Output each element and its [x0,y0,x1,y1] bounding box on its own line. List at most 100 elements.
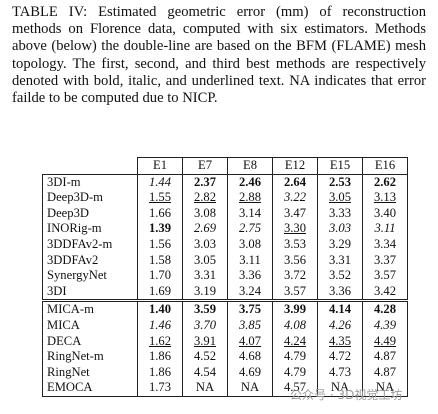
value-text: 3.13 [373,190,397,205]
value-cell: 3.14 [227,205,273,222]
value-cell: 3.53 [272,236,318,253]
column-header: E16 [362,157,408,175]
value-cell: 1.44 [137,174,183,191]
value-text: 1.46 [148,317,172,332]
value-text: 1.58 [148,252,172,267]
value-text: 4.73 [328,364,352,379]
value-cell: NA [362,380,408,397]
value-cell: 3.57 [272,283,318,301]
value-text: 3.85 [238,317,262,332]
value-text: 4.14 [328,302,352,317]
value-text: 3.40 [373,205,397,220]
value-text: 1.66 [148,205,172,220]
column-header: E15 [317,157,363,175]
value-text: 4.72 [328,349,352,364]
value-cell: 1.55 [137,190,183,206]
value-cell: 3.31 [317,252,363,269]
value-cell: 2.53 [317,174,363,191]
value-cell: 3.11 [227,252,273,269]
value-cell: 4.68 [227,349,273,365]
table-row: MICA-m 1.40 3.59 3.75 3.99 4.14 4.28 [42,299,408,318]
value-text: 1.39 [148,221,172,236]
table-row: 3DDFAv2-m 1.56 3.03 3.08 3.53 3.29 3.34 [42,236,408,253]
table-row: 3DI-m 1.44 2.37 2.46 2.64 2.53 2.62 [42,174,408,191]
value-cell: 1.56 [137,236,183,253]
table-row: Deep3D 1.66 3.08 3.14 3.47 3.33 3.40 [42,205,408,222]
value-text: 1.86 [148,349,172,364]
method-cell: SynergyNet [42,268,138,284]
value-text: 3.37 [373,252,397,267]
value-cell: 2.75 [227,221,273,237]
value-cell: 2.64 [272,174,318,191]
value-text: 3.91 [193,333,217,348]
value-text: 3.99 [283,302,307,317]
value-text: 4.79 [283,364,307,379]
value-cell: 4.39 [362,317,408,334]
value-cell: 1.58 [137,252,183,269]
value-cell: 3.08 [227,236,273,253]
method-cell: EMOCA [42,380,138,397]
value-text: 3.03 [193,236,217,251]
value-cell: 3.11 [362,221,408,237]
value-text: 1.86 [148,364,172,379]
value-cell: 3.03 [182,236,228,253]
value-text: 3.75 [238,302,262,317]
value-text: 3.22 [283,190,307,205]
value-text: 4.57 [283,380,307,395]
column-header: E1 [137,157,183,175]
value-cell: 4.87 [362,364,408,381]
value-cell: 1.39 [137,221,183,237]
column-header: E12 [272,157,318,175]
table-row: 3DDFAv2 1.58 3.05 3.11 3.56 3.31 3.37 [42,252,408,269]
value-cell: 3.19 [182,283,228,301]
value-cell: 4.72 [317,349,363,365]
value-text: 3.29 [328,236,352,251]
value-cell: 1.69 [137,283,183,301]
value-cell: 3.34 [362,236,408,253]
value-cell: 4.52 [182,349,228,365]
table-row: Deep3D-m 1.55 2.82 2.88 3.22 3.05 3.13 [42,190,408,206]
method-cell: Deep3D [42,205,138,222]
value-text: 3.72 [283,268,307,283]
value-cell: 1.70 [137,268,183,284]
table-row: RingNet 1.86 4.54 4.69 4.79 4.73 4.87 [42,364,408,381]
value-text: 4.52 [193,349,217,364]
table-row: EMOCA 1.73 NA NA 4.57 NA NA [42,380,408,397]
value-cell: 3.42 [362,283,408,301]
value-cell: 1.86 [137,349,183,365]
value-text: 3.19 [193,283,217,298]
value-cell: 1.66 [137,205,183,222]
method-cell: RingNet [42,364,138,381]
value-text: 3.30 [283,221,307,236]
value-cell: 2.82 [182,190,228,206]
value-text: 3.36 [238,268,262,283]
value-text: 3.56 [283,252,307,267]
method-cell: MICA-m [42,299,138,318]
value-cell: 3.85 [227,317,273,334]
value-cell: 3.70 [182,317,228,334]
value-text: 1.55 [148,190,172,205]
value-cell: 3.52 [317,268,363,284]
value-cell: 3.37 [362,252,408,269]
value-cell: 3.47 [272,205,318,222]
value-text: 1.56 [148,236,172,251]
value-cell: 4.35 [317,333,363,350]
value-cell: 1.46 [137,317,183,334]
value-text: NA [240,380,260,395]
value-cell: 3.36 [227,268,273,284]
method-cell: Deep3D-m [42,190,138,206]
method-cell: RingNet-m [42,349,138,365]
value-cell: 4.87 [362,349,408,365]
value-cell: 3.72 [272,268,318,284]
table-row: RingNet-m 1.86 4.52 4.68 4.79 4.72 4.87 [42,349,408,365]
value-text: 4.87 [373,364,397,379]
value-text: 4.87 [373,349,397,364]
value-text: 1.40 [148,302,172,317]
value-text: 3.11 [239,252,261,267]
value-cell: 3.03 [317,221,363,237]
value-text: 3.08 [238,236,262,251]
value-text: 2.82 [193,190,217,205]
value-cell: 2.69 [182,221,228,237]
value-cell: 3.59 [182,299,228,318]
value-text: 3.34 [373,236,397,251]
